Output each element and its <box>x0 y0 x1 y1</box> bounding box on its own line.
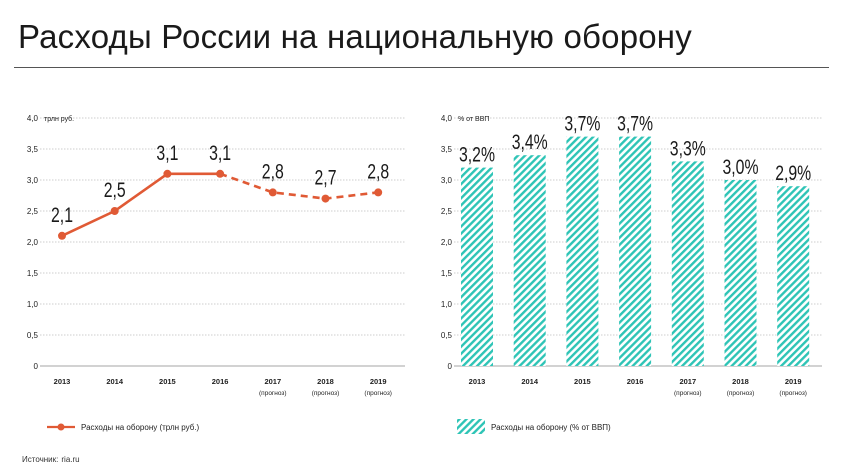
data-point <box>268 188 277 197</box>
x-tick-label: 2015 <box>574 377 591 386</box>
x-tick-label: 2018 <box>317 377 334 386</box>
y-tick-label: 4,0 <box>27 114 39 123</box>
y-tick-label: 1,0 <box>441 300 453 309</box>
x-tick-label: 2017 <box>264 377 281 386</box>
data-label: 3,4% <box>512 131 548 154</box>
unit-label: % от ВВП <box>458 116 489 123</box>
data-label: 3,7% <box>564 113 600 136</box>
legend-bar-swatch <box>457 419 485 434</box>
series-line-actual <box>61 172 221 237</box>
x-tick-label: 2017 <box>679 377 696 386</box>
line-chart: 0 0,5 1,0 1,5 2,0 2,5 3,0 3,5 4,0 трлн руб. 2013 20… <box>27 114 405 432</box>
data-label: 3,2% <box>459 144 495 167</box>
y-tick-label: 3,0 <box>441 176 453 185</box>
x-tick-label: 2016 <box>212 377 229 386</box>
y-tick-label: 0 <box>448 362 453 371</box>
source-note: Источник: ria.ru <box>22 455 83 464</box>
bar <box>619 136 652 366</box>
x-tick-label: 2018 <box>732 377 749 386</box>
y-tick-label: 0 <box>34 362 39 371</box>
y-tick-label: 0,5 <box>441 331 453 340</box>
legend-point-swatch <box>57 423 65 431</box>
data-label: 3,0% <box>723 156 759 179</box>
x-tick-label: 2013 <box>469 377 486 386</box>
data-label: 2,8 <box>262 160 284 183</box>
bar <box>671 161 704 366</box>
x-tick-label: 2013 <box>54 377 71 386</box>
x-tick-sublabel: (прогноз) <box>259 390 287 397</box>
data-point <box>163 169 172 178</box>
series-line-forecast <box>219 172 379 200</box>
data-label: 3,1 <box>156 142 178 165</box>
y-tick-label: 1,5 <box>441 269 453 278</box>
data-point <box>110 207 119 215</box>
y-tick-label: 3,5 <box>441 145 453 154</box>
legend-label: Расходы на оборону (% от ВВП) <box>491 423 611 432</box>
data-label: 3,1 <box>209 142 231 165</box>
data-label: 3,3% <box>670 137 706 160</box>
bar <box>566 136 599 366</box>
bar-chart: 0 0,5 1,0 1,5 2,0 2,5 3,0 3,5 4,0 % от ВВП 2013 201… <box>441 113 822 434</box>
source-label: Источник: <box>22 455 59 464</box>
y-tick-label: 2,5 <box>441 207 453 216</box>
data-label: 2,8 <box>367 160 389 183</box>
x-tick-sublabel: (прогноз) <box>727 390 755 397</box>
y-tick-label: 1,5 <box>27 269 39 278</box>
data-point <box>321 194 330 203</box>
bar <box>513 155 546 366</box>
y-tick-label: 1,0 <box>27 300 39 309</box>
x-tick-sublabel: (прогноз) <box>779 390 807 397</box>
x-tick-label: 2015 <box>159 377 176 386</box>
data-point <box>216 169 225 178</box>
x-tick-label: 2014 <box>521 377 539 386</box>
x-tick-label: 2016 <box>627 377 644 386</box>
y-tick-label: 3,0 <box>27 176 39 185</box>
source-value: ria.ru <box>61 455 80 464</box>
data-label: 2,7 <box>315 167 337 190</box>
x-tick-label: 2019 <box>785 377 802 386</box>
y-tick-label: 3,5 <box>27 145 39 154</box>
x-tick-sublabel: (прогноз) <box>674 390 702 397</box>
data-label: 2,5 <box>104 179 126 202</box>
bar <box>461 167 493 366</box>
data-point <box>58 231 66 240</box>
data-label: 2,9% <box>775 162 811 185</box>
y-tick-label: 2,0 <box>27 238 39 247</box>
title-divider <box>14 67 829 68</box>
bar <box>724 180 757 366</box>
x-tick-sublabel: (прогноз) <box>364 390 392 397</box>
x-tick-sublabel: (прогноз) <box>312 390 340 397</box>
y-tick-label: 0,5 <box>27 331 39 340</box>
unit-label: трлн руб. <box>44 115 74 123</box>
data-label: 2,1 <box>51 204 73 227</box>
page-title: Расходы России на национальную оборону <box>18 18 692 55</box>
x-tick-label: 2019 <box>370 377 387 386</box>
data-label: 3,7% <box>617 113 653 136</box>
y-tick-label: 4,0 <box>441 114 453 123</box>
data-point <box>374 188 383 197</box>
legend-label: Расходы на оборону (трлн руб.) <box>81 423 200 432</box>
bar <box>777 186 810 366</box>
y-tick-label: 2,0 <box>441 238 453 247</box>
x-tick-label: 2014 <box>106 377 124 386</box>
y-tick-label: 2,5 <box>27 207 39 216</box>
